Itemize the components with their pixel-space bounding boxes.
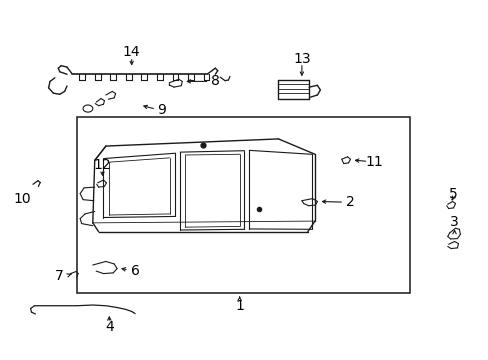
Text: 14: 14 — [122, 45, 140, 59]
Text: 13: 13 — [292, 51, 310, 66]
Text: 1: 1 — [235, 299, 244, 313]
Text: 9: 9 — [157, 103, 166, 117]
Text: 7: 7 — [54, 269, 63, 283]
Text: 11: 11 — [365, 155, 383, 169]
Text: 6: 6 — [130, 264, 139, 278]
Text: 2: 2 — [346, 195, 354, 209]
Text: 3: 3 — [449, 215, 458, 229]
Text: 10: 10 — [13, 192, 31, 206]
Text: 12: 12 — [94, 158, 111, 172]
Bar — [77, 117, 409, 293]
Text: 8: 8 — [210, 75, 219, 89]
Text: 5: 5 — [448, 186, 457, 201]
Text: 4: 4 — [105, 320, 114, 334]
